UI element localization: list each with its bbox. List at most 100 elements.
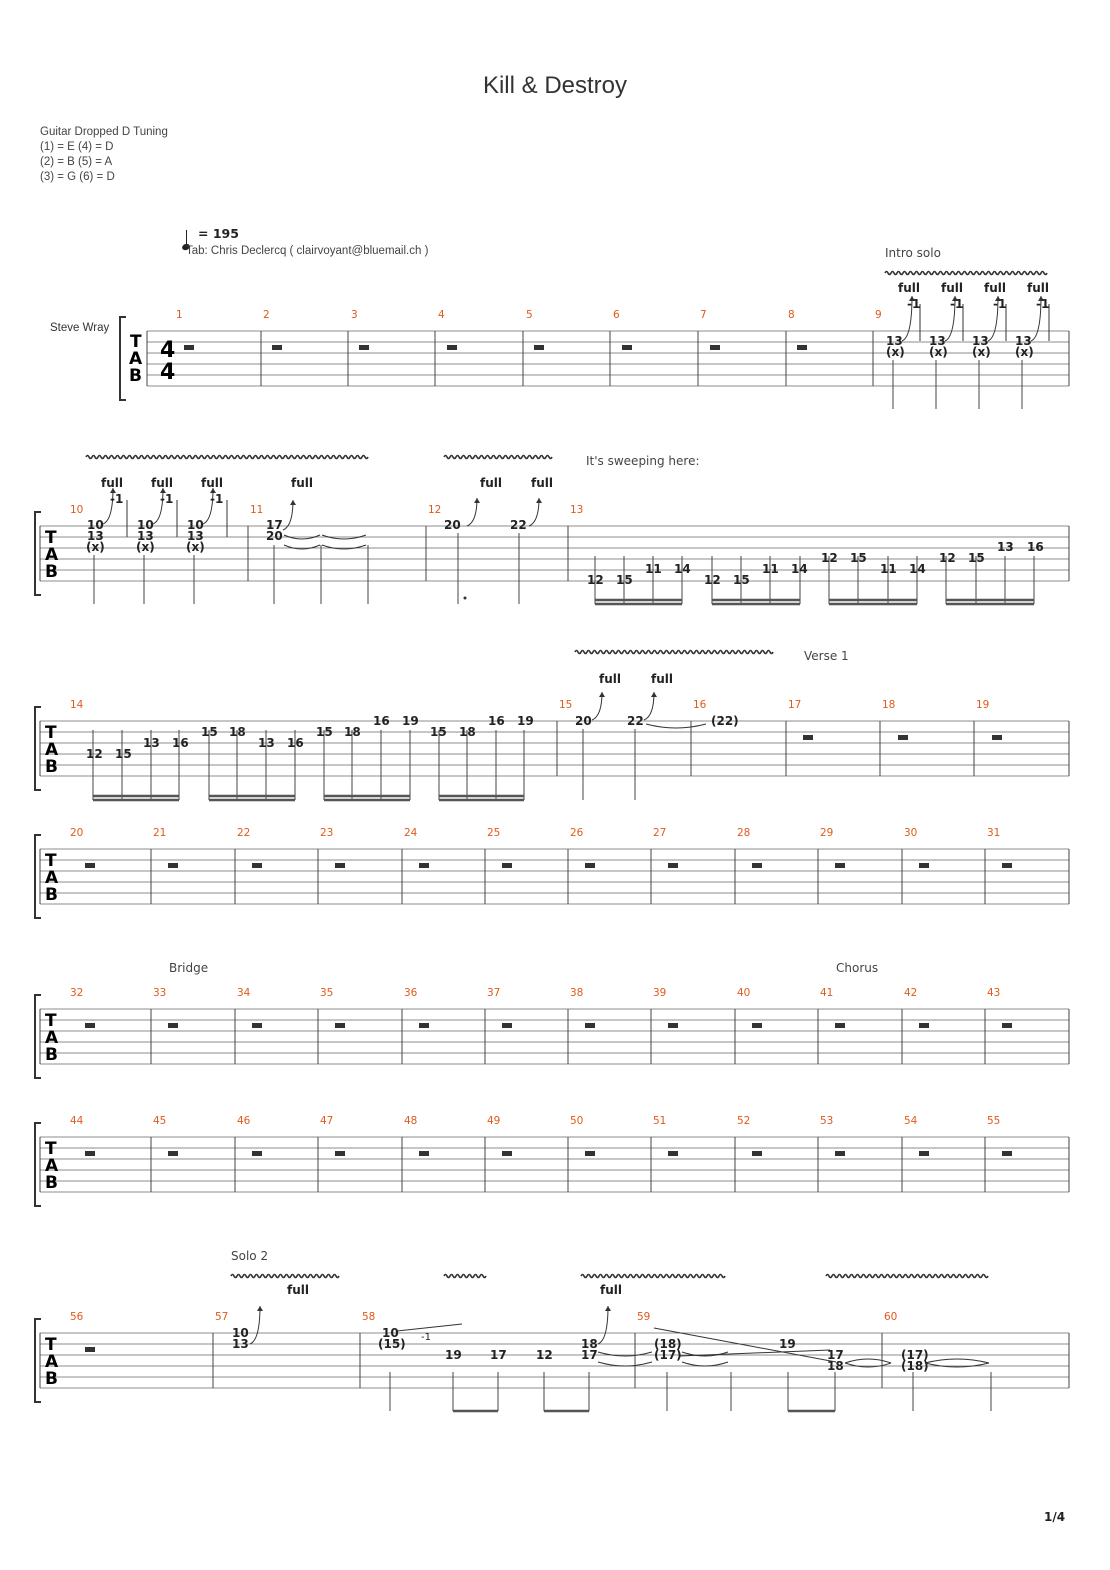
tie-curve [645,723,707,729]
measure-number: 33 [153,987,166,999]
whole-rest [835,1151,845,1156]
fret-number: 16 [1027,540,1044,554]
fret-number: 10 [382,1326,399,1340]
whole-rest [668,1023,678,1028]
tuning-line: (1) = E (4) = D [40,141,114,153]
vibrato-line [825,1273,989,1279]
whole-rest [272,345,282,350]
fret-number: 14 [674,562,691,576]
system-bracket [34,1318,41,1403]
fret-number: 19 [445,1348,462,1362]
bend-arrowhead [995,296,1001,301]
fret-number: 22 [627,714,644,728]
whole-rest [835,1023,845,1028]
tab-clef-letter: A [45,868,59,888]
fret-number: (x) [136,540,155,554]
time-signature-top: 4 [160,338,175,363]
fret-number: 18 [229,725,246,739]
whole-rest [1002,1023,1012,1028]
fret-number: 11 [880,562,897,576]
bend-label: full [531,476,553,490]
bend-label: full [480,476,502,490]
fret-number: (18) [654,1337,682,1351]
measure-number: 42 [904,987,917,999]
measure-number: 46 [237,1115,251,1127]
page-number: 1/4 [1044,1510,1066,1524]
fret-number: 16 [488,714,505,728]
tie-curve [681,1361,729,1367]
whole-rest [1002,863,1012,868]
whole-rest [252,1151,262,1156]
tab-clef-letter: B [45,1369,58,1389]
whole-rest [992,735,1002,740]
bend-arrowhead [210,488,216,493]
bend-arrowhead [1038,296,1044,301]
bend-arrow [901,295,913,342]
whole-rest [622,345,632,350]
tuning-info: Guitar Dropped D Tuning (1) = E (4) = D … [40,125,168,185]
measure-number: 58 [362,1311,375,1323]
whole-rest [502,1151,512,1156]
tab-clef-letter: B [45,1045,58,1065]
whole-rest [359,345,369,350]
tab-clef-letter: T [45,851,57,871]
fret-number: 12 [536,1348,553,1362]
bend-label: -1 [160,492,173,506]
tie-curve [844,1362,892,1368]
measure-number: 14 [70,699,84,711]
tab-clef-letter: A [45,545,59,565]
bend-arrowhead [474,498,480,503]
bend-arrowhead [110,488,116,493]
bend-label: full [201,476,223,490]
measure-number: 1 [176,309,183,321]
tab-clef-letter: T [45,723,57,743]
fret-number: 22 [510,518,527,532]
whole-rest [1002,1151,1012,1156]
fret-number: 15 [616,573,633,587]
bend-arrowhead [599,692,605,697]
measure-number: 47 [320,1115,333,1127]
whole-rest [85,1347,95,1352]
fret-number: 10 [232,1326,249,1340]
fret-number: (15) [378,1337,406,1351]
bend-label: full [287,1283,309,1297]
measure-number: 52 [737,1115,750,1127]
measure-number: 28 [737,827,750,839]
whole-rest [168,1023,178,1028]
whole-rest [752,1023,762,1028]
tuning-line: Guitar Dropped D Tuning [40,126,168,138]
measure-number: 56 [70,1311,84,1323]
measure-number: 54 [904,1115,918,1127]
slide-line [653,1327,837,1363]
whole-rest [585,1023,595,1028]
whole-rest [85,1151,95,1156]
vibrato-line [443,1273,487,1279]
fret-number: 14 [791,562,808,576]
measure-number: 21 [153,827,166,839]
vibrato-line [574,649,774,655]
fret-number: 12 [587,573,604,587]
measure-number: 23 [320,827,333,839]
measure-number: 19 [976,699,989,711]
fret-number: 10 [87,518,104,532]
whole-rest [668,1151,678,1156]
measure-number: 22 [237,827,250,839]
measure-number: 44 [70,1115,84,1127]
measure-number: 38 [570,987,583,999]
measure-number: 29 [820,827,833,839]
tab-clef-a: A [129,349,143,369]
bend-arrowhead [605,1306,611,1311]
whole-rest [919,1023,929,1028]
bend-arrow [987,295,999,342]
tie-curve [321,534,367,540]
bend-arrowhead [909,296,915,301]
fret-number: 17 [581,1348,598,1362]
measure-number: 6 [613,309,620,321]
whole-rest [797,345,807,350]
fret-number: 15 [201,725,218,739]
tie-curve [844,1358,892,1364]
fret-number: 13 [187,529,204,543]
measure-number: 40 [737,987,750,999]
tie-curve [924,1358,990,1364]
tuning-line: (3) = G (6) = D [40,171,115,183]
